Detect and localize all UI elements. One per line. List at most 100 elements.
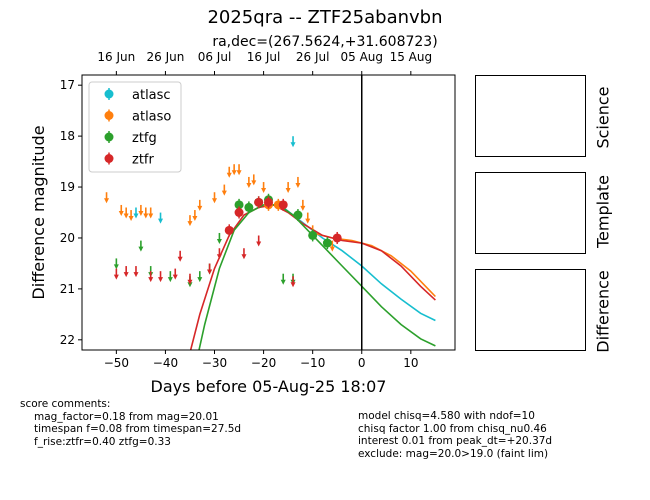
upper-limit-atlaso (251, 174, 257, 186)
model-curve-atlasc (282, 206, 436, 322)
x-tick-label: −10 (300, 356, 325, 370)
score-comments: score comments: mag_factor=0.18 from mag=… (20, 398, 241, 448)
upper-limit-head (197, 277, 203, 283)
upper-limit-ztfg (138, 240, 144, 252)
upper-limit-ztfg (280, 273, 286, 285)
upper-limit-head (305, 218, 311, 224)
upper-limit-ztfr (172, 268, 178, 280)
upper-limit-head (143, 213, 149, 219)
model-comment-line: model chisq=4.580 with ndof=10 (358, 410, 535, 422)
x-tick-label: −20 (251, 356, 276, 370)
top-tick-label: 16 Jun (97, 50, 135, 64)
upper-limit-atlasc (158, 212, 164, 224)
data-point-ztfr (264, 197, 273, 207)
upper-limit-atlaso (128, 210, 134, 222)
data-point-ztfr (254, 197, 264, 207)
upper-limit-head (246, 182, 252, 188)
upper-limit-head (113, 274, 119, 280)
upper-limit-head (236, 170, 242, 176)
upper-limit-ztfr (177, 250, 183, 262)
upper-limit-head (138, 246, 144, 252)
chart-subtitle: ra,dec=(267.5624,+31.608723) (212, 34, 438, 50)
upper-limit-atlaso (236, 164, 242, 176)
upper-limit-atlaso (300, 199, 306, 211)
upper-limit-head (216, 254, 222, 260)
model-comment-line: interest 0.01 from peak_dt=+20.37d (358, 435, 553, 447)
data-point-ztfg (322, 238, 332, 248)
plot-frame (81, 74, 456, 351)
upper-limit-head (133, 213, 139, 219)
top-tick-label: 26 Jul (296, 50, 330, 64)
template-label: Template (593, 175, 613, 249)
upper-limit-head (251, 180, 257, 186)
upper-limit-atlaso (123, 207, 129, 219)
upper-limit-atlaso (295, 176, 301, 188)
upper-limit-atlasc (290, 136, 296, 148)
upper-limit-ztfr (187, 273, 193, 285)
model-comment-line: chisq factor 1.00 from chisq_nu0.46 (358, 422, 547, 435)
science-panel (475, 75, 586, 157)
upper-limit-head (158, 218, 164, 224)
upper-limit-ztfr (148, 271, 154, 283)
upper-limit-ztfr (241, 248, 247, 260)
upper-limit-ztfg (167, 271, 173, 283)
upper-limit-head (329, 246, 335, 252)
upper-limit-atlaso (226, 166, 232, 178)
top-tick-label: 26 Jun (147, 50, 185, 64)
upper-limit-head (138, 210, 144, 216)
upper-limit-atlaso (305, 212, 311, 224)
legend-label-atlasc: atlasc (132, 88, 171, 103)
upper-limit-atlaso (143, 207, 149, 219)
y-tick-label: 21 (60, 282, 75, 296)
upper-limit-head (172, 274, 178, 280)
upper-limit-head (113, 264, 119, 270)
upper-limit-head (261, 188, 267, 194)
upper-limit-head (290, 142, 296, 148)
upper-limit-head (118, 210, 124, 216)
upper-limit-ztfr (158, 271, 164, 283)
difference-panel (475, 269, 586, 351)
data-point-ztfr (234, 208, 244, 217)
upper-limit-head (231, 170, 237, 176)
upper-limit-head (192, 216, 198, 222)
data-point-ztfr (278, 200, 288, 210)
x-tick-label: 0 (358, 356, 366, 370)
upper-limit-atlaso (329, 240, 335, 252)
data-point-ztfg (234, 200, 244, 210)
top-tick-label: 16 Jul (247, 50, 281, 64)
upper-limit-head (104, 198, 110, 204)
y-tick-label: 18 (60, 129, 75, 143)
upper-limit-head (148, 277, 154, 283)
legend-label-ztfr: ztfr (132, 153, 154, 168)
legend-box (88, 81, 182, 173)
upper-limit-ztfg (197, 271, 203, 283)
upper-limit-atlaso (192, 210, 198, 222)
y-tick-label: 20 (60, 231, 75, 245)
score-comments-heading: score comments: (20, 398, 111, 410)
y-tick-label: 17 (60, 78, 75, 92)
x-tick-label: 10 (403, 356, 418, 370)
upper-limit-ztfr (256, 235, 262, 247)
data-point-ztfr (224, 225, 234, 235)
upper-limit-atlaso (148, 207, 154, 219)
upper-limit-head (207, 269, 213, 275)
upper-limit-ztfr (290, 276, 296, 288)
y-axis-label: Difference magnitude (29, 125, 48, 299)
chart-title: 2025qra -- ZTF25abanvbn (207, 7, 443, 28)
legend-marker-atlaso (104, 111, 114, 120)
upper-limit-atlaso (138, 204, 144, 216)
legend-marker-atlasc (104, 89, 114, 99)
upper-limit-atlaso (104, 192, 110, 204)
upper-limit-head (197, 205, 203, 211)
legend-marker-ztfg (104, 132, 114, 142)
model-comment-line: exclude: mag=20.0>19.0 (faint lim) (358, 447, 549, 460)
upper-limit-ztfg (216, 232, 222, 244)
y-tick-label: 19 (60, 180, 75, 194)
top-tick-label: 06 Jul (198, 50, 232, 64)
top-tick-label: 15 Aug (390, 50, 433, 64)
model-curve-ztfg (198, 204, 436, 350)
upper-limit-ztfg (113, 258, 119, 270)
upper-limit-head (285, 188, 291, 194)
x-axis-label: Days before 05-Aug-25 18:07 (151, 377, 387, 396)
